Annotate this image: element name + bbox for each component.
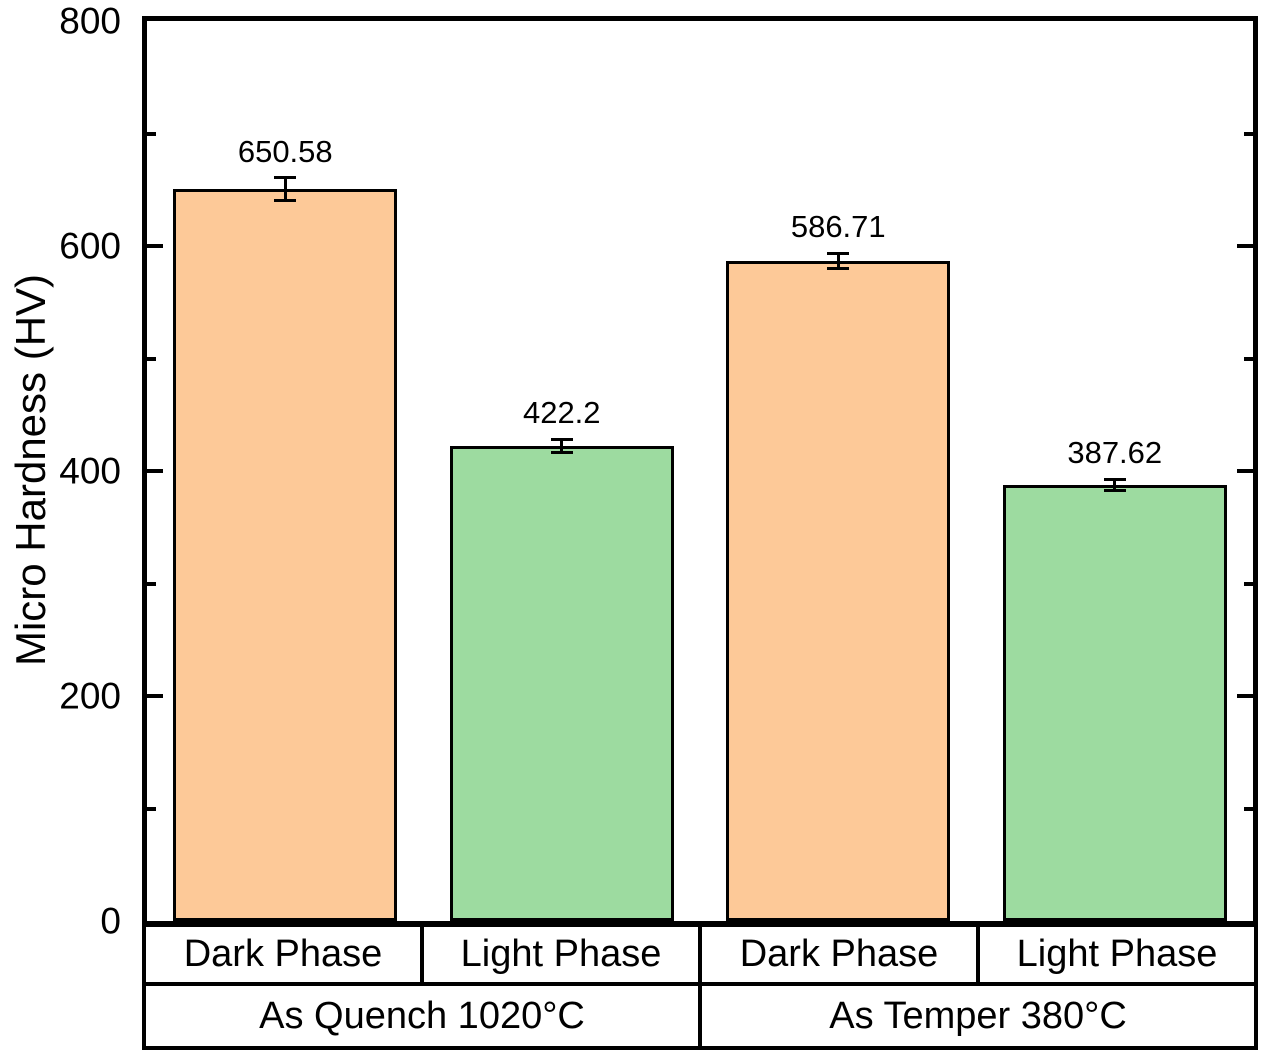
bar-value-label: 586.71 bbox=[790, 209, 886, 245]
phase-cell: Dark Phase bbox=[142, 923, 424, 986]
error-bar-cap-bottom bbox=[827, 267, 850, 271]
y-tick-right-minor bbox=[1244, 581, 1253, 586]
y-tick-right-minor bbox=[1244, 356, 1253, 361]
y-tick-right-minor bbox=[1244, 131, 1253, 136]
y-tick-left-major bbox=[147, 694, 163, 698]
error-bar-line bbox=[836, 253, 840, 269]
condition-cell: As Quench 1020°C bbox=[142, 982, 702, 1050]
error-bar-cap-top bbox=[550, 437, 573, 441]
y-tick-left-major bbox=[147, 469, 163, 473]
error-bar-cap-bottom bbox=[1103, 489, 1126, 493]
phase-label-row: Dark Phase Light Phase Dark Phase Light Pha… bbox=[142, 923, 1258, 986]
y-tick-label: 600 bbox=[59, 225, 121, 267]
y-tick-right-major bbox=[1237, 244, 1253, 248]
y-tick-left-minor bbox=[147, 131, 156, 136]
y-tick-label: 200 bbox=[59, 675, 121, 717]
bar-dark-phase bbox=[726, 260, 951, 921]
y-tick-right-major bbox=[1237, 469, 1253, 473]
bar-value-label: 387.62 bbox=[1067, 435, 1163, 471]
phase-cell: Light Phase bbox=[976, 923, 1258, 986]
y-tick-left-minor bbox=[147, 356, 156, 361]
error-bar-cap-bottom bbox=[550, 451, 573, 455]
error-bar-line bbox=[1113, 479, 1117, 491]
y-tick-right-major bbox=[1237, 694, 1253, 698]
y-tick-label: 400 bbox=[59, 450, 121, 492]
phase-cell: Light Phase bbox=[420, 923, 702, 986]
bar-value-label: 650.58 bbox=[237, 133, 333, 169]
x-axis-table: Dark Phase Light Phase Dark Phase Light Pha… bbox=[142, 923, 1258, 1050]
bar-value-label: 422.2 bbox=[522, 395, 601, 431]
y-tick-label: 800 bbox=[59, 0, 121, 42]
error-bar-cap-top bbox=[1103, 477, 1126, 481]
error-bar-cap-top bbox=[274, 176, 297, 180]
error-bar-line bbox=[560, 439, 564, 453]
bar-light-phase bbox=[1002, 484, 1227, 921]
condition-label-row: As Quench 1020°C As Temper 380°C bbox=[142, 982, 1258, 1050]
bar-light-phase bbox=[449, 446, 674, 921]
plot-area: 650.58 422.2 586.71 387.62 bbox=[142, 16, 1258, 926]
y-tick-left-major bbox=[147, 244, 163, 248]
error-bar-cap-top bbox=[827, 251, 850, 255]
y-tick-right-minor bbox=[1244, 806, 1253, 811]
error-bar-line bbox=[283, 177, 287, 201]
y-tick-label: 0 bbox=[100, 900, 121, 942]
phase-cell: Dark Phase bbox=[698, 923, 980, 986]
bar-dark-phase bbox=[173, 189, 398, 921]
y-tick-left-minor bbox=[147, 581, 156, 586]
plot-inner-area: 650.58 422.2 586.71 387.62 bbox=[147, 21, 1253, 921]
y-tick-left-minor bbox=[147, 806, 156, 811]
error-bar-cap-bottom bbox=[274, 198, 297, 202]
condition-cell: As Temper 380°C bbox=[698, 982, 1258, 1050]
